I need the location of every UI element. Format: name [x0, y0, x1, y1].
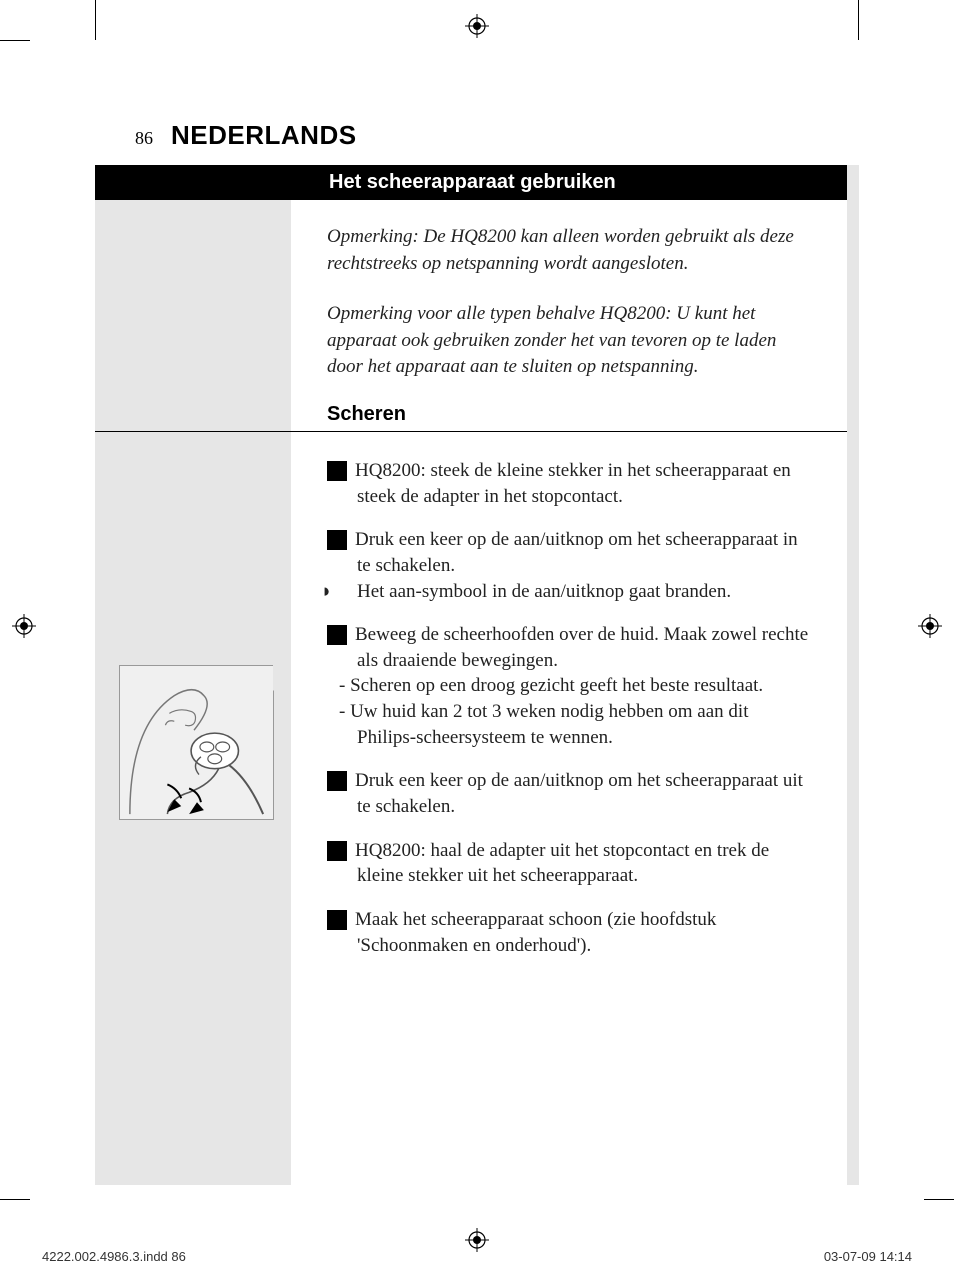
registration-mark-icon [918, 614, 942, 638]
crop-mark [95, 0, 96, 40]
page: 86 NEDERLANDS [95, 40, 859, 1200]
content: Het scheerapparaat gebruiken Opmerking: … [95, 165, 859, 1185]
step-text: HQ8200: steek de kleine stekker in het s… [355, 460, 791, 507]
body-column: Het scheerapparaat gebruiken Opmerking: … [291, 165, 859, 1185]
step-text: Druk een keer op de aan/uitknop om het s… [355, 529, 798, 576]
step-text: Beweeg de scheerhoofden over de huid. Ma… [355, 624, 808, 671]
step-item: 1 HQ8200: steek de kleine stekker in het … [327, 458, 809, 509]
step-number: 3 [327, 625, 347, 645]
callout-pointer-icon [273, 659, 289, 691]
language-header: NEDERLANDS [171, 120, 357, 150]
margin-stripe [847, 165, 859, 1185]
subheading: Scheren [327, 403, 829, 431]
step-text: Druk een keer op de aan/uitknop om het s… [355, 770, 803, 817]
crop-mark [924, 1199, 954, 1200]
step-number: 2 [327, 530, 347, 550]
step-item: 2 Druk een keer op de aan/uitknop om het … [327, 527, 809, 604]
page-number: 86 [135, 128, 153, 148]
step-item: 6 Maak het scheerapparaat schoon (zie hoo… [327, 907, 809, 958]
bullet-icon: ◗ [339, 579, 351, 605]
print-footer: 4222.002.4986.3.indd 86 03-07-09 14:14 [42, 1249, 912, 1264]
crop-mark [858, 0, 859, 40]
crop-mark [0, 40, 30, 41]
crop-mark [0, 1199, 30, 1200]
step-number: 6 [327, 910, 347, 930]
step-number: 1 [327, 461, 347, 481]
steps-list: 1 HQ8200: steek de kleine stekker in het … [327, 458, 809, 958]
footer-filename: 4222.002.4986.3.indd 86 [42, 1249, 186, 1264]
note-text: Opmerking: De HQ8200 kan alleen worden g… [327, 224, 809, 277]
step-text: HQ8200: haal de adapter uit het stopcont… [355, 840, 769, 887]
registration-mark-icon [12, 614, 36, 638]
step-text: Maak het scheerapparaat schoon (zie hoof… [355, 909, 716, 956]
step-item: 5 HQ8200: haal de adapter uit het stopcon… [327, 838, 809, 889]
footer-timestamp: 03-07-09 14:14 [824, 1249, 912, 1264]
dash-item: - Scheren op een droog gezicht geeft het… [327, 673, 809, 699]
registration-mark-icon [465, 14, 489, 38]
step-number: 5 [327, 841, 347, 861]
sidebar-column [95, 165, 291, 1185]
divider [95, 431, 859, 432]
step-item: 4 Druk een keer op de aan/uitknop om het … [327, 768, 809, 819]
section-title: Het scheerapparaat gebruiken [95, 165, 859, 200]
bullet-item: ◗Het aan-symbool in de aan/uitknop gaat … [327, 579, 809, 605]
step-item: 3 Beweeg de scheerhoofden over de huid. M… [327, 622, 809, 750]
note-text: Opmerking voor alle typen behalve HQ8200… [327, 301, 809, 381]
page-header: 86 NEDERLANDS [95, 40, 859, 165]
dash-item: - Uw huid kan 2 tot 3 weken nodig hebben… [327, 699, 809, 750]
illustration-shaving [119, 665, 274, 820]
step-number: 4 [327, 771, 347, 791]
